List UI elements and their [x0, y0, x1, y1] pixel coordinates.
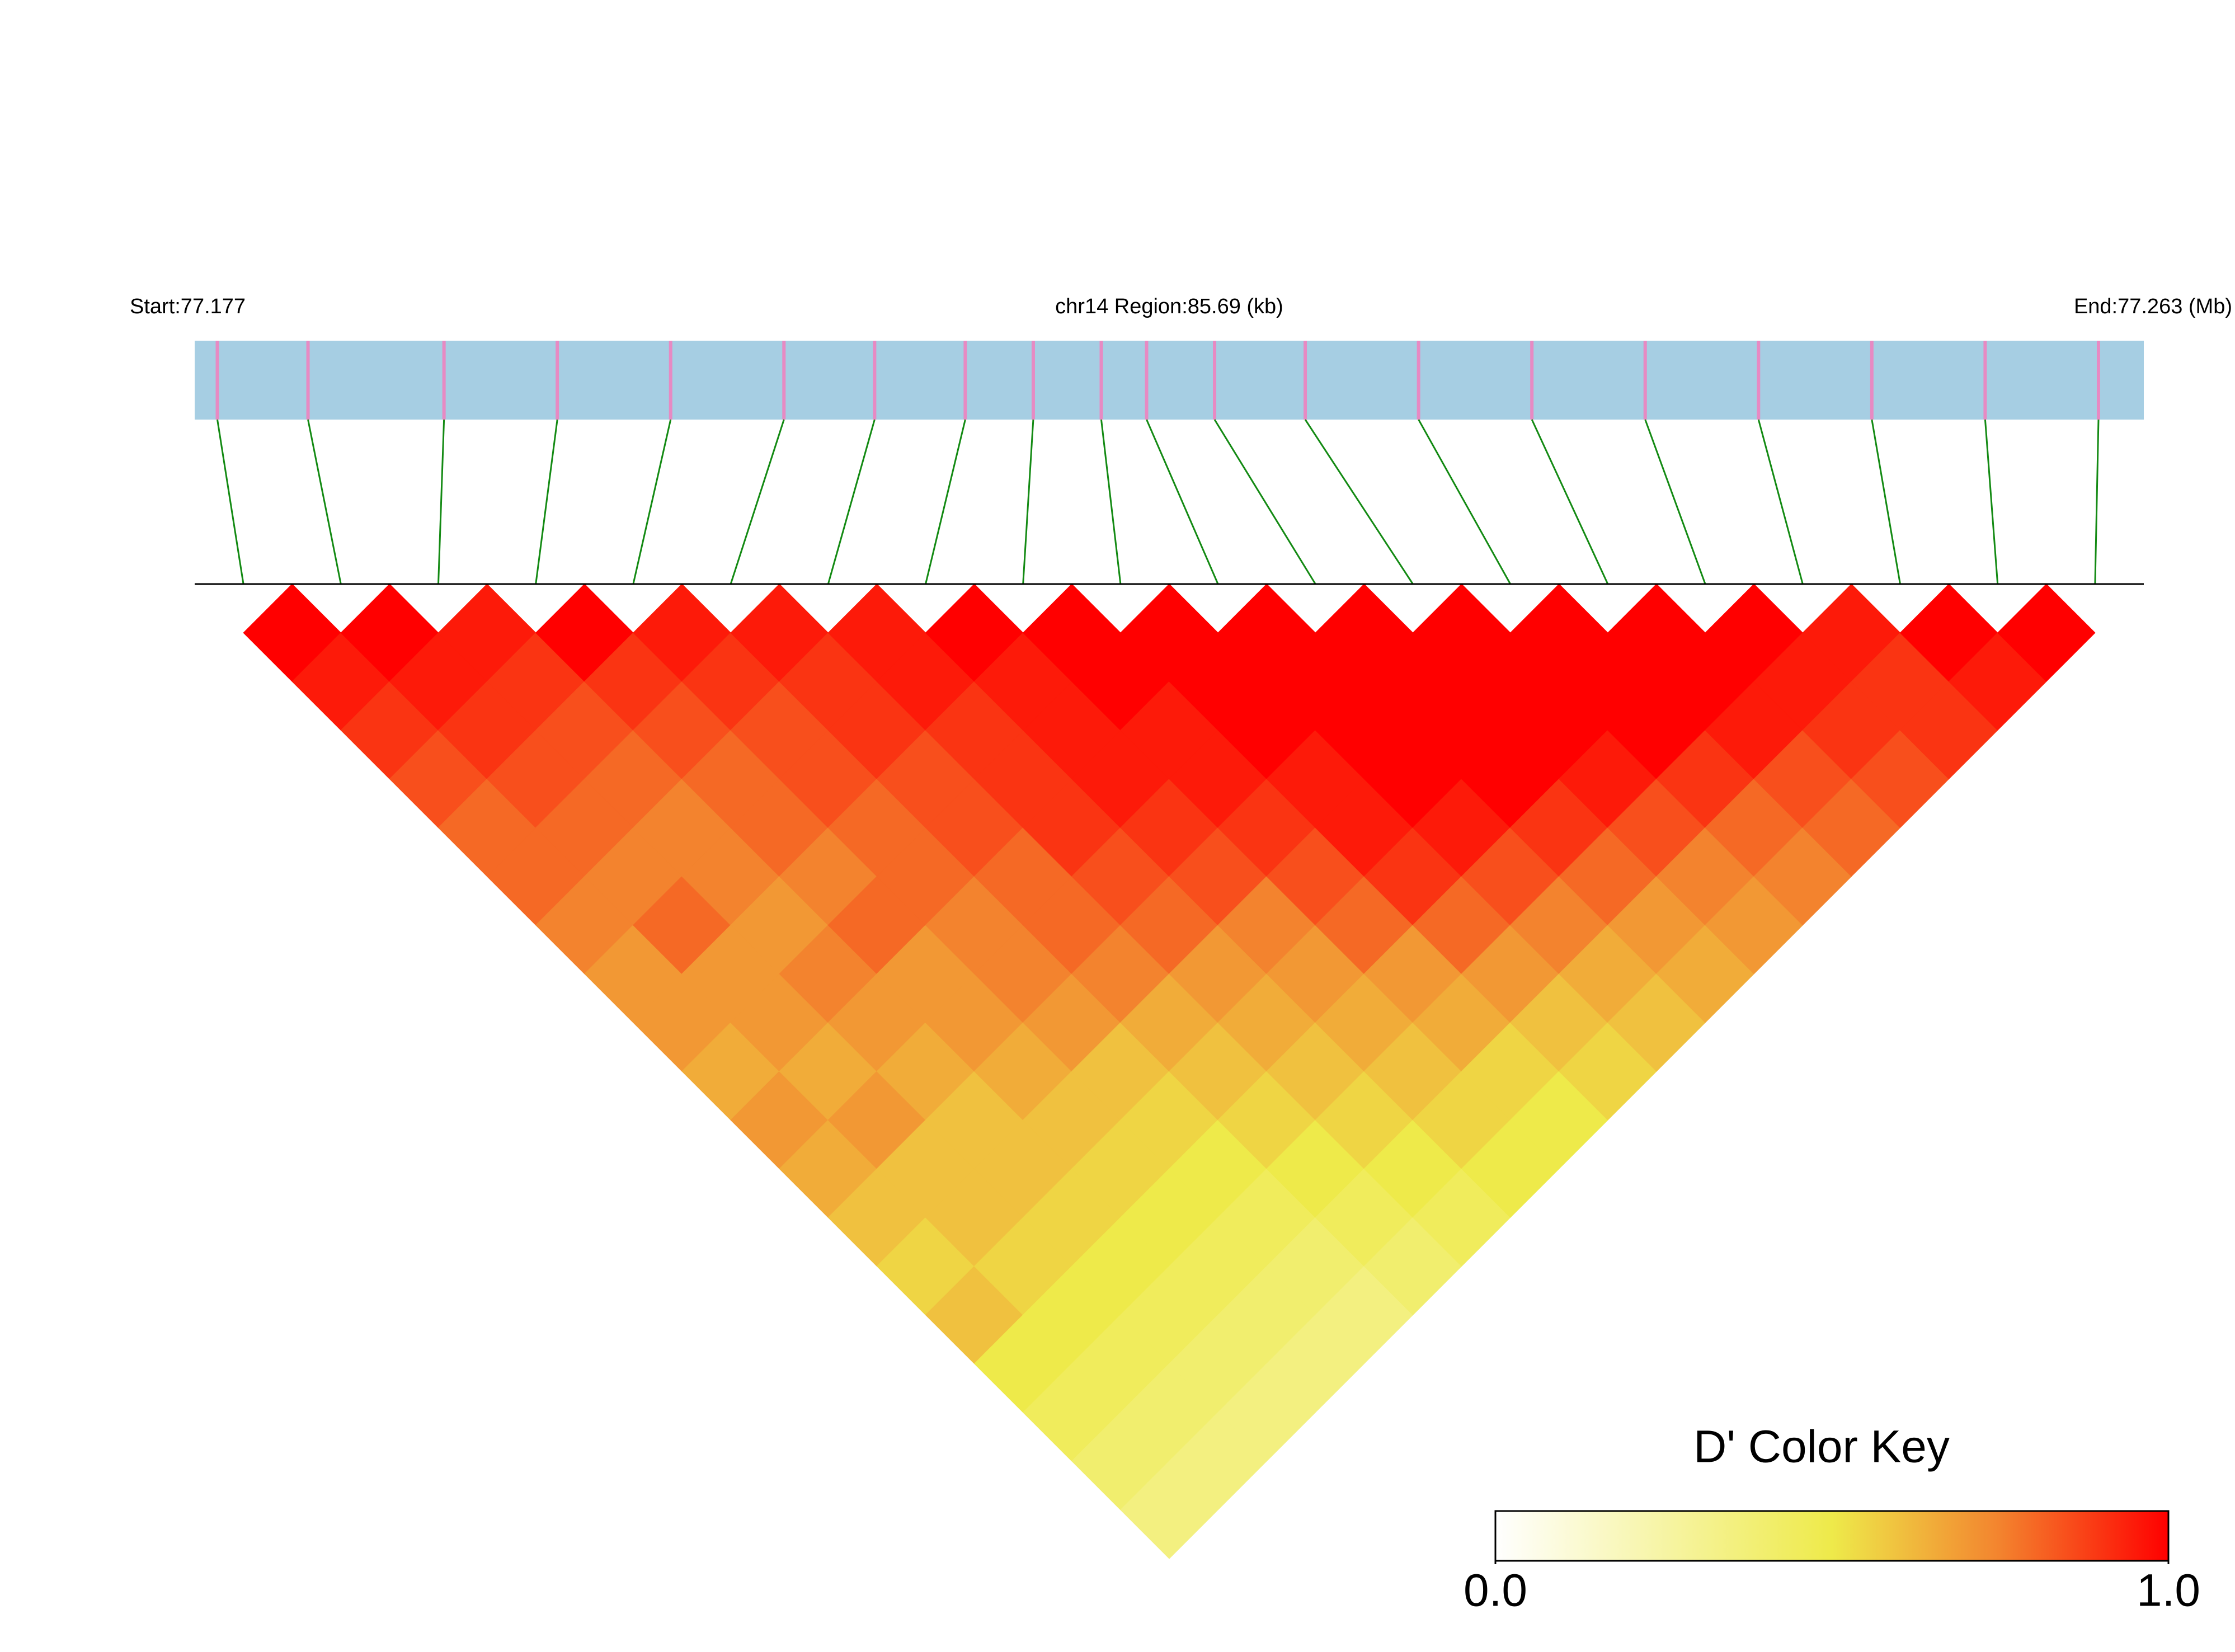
key-tick-label: 0.0: [1464, 1565, 1527, 1616]
snp-connector: [307, 419, 342, 585]
snp-connector: [217, 419, 244, 585]
snp-connector: [1984, 419, 1999, 585]
snp-connector: [827, 419, 876, 585]
color-key-bar: [1494, 1510, 2170, 1562]
key-tick-label: 1.0: [2137, 1565, 2200, 1616]
snp-connector: [1022, 419, 1034, 585]
snp-connector: [535, 419, 558, 585]
snp-track: [195, 341, 2144, 420]
snp-connector: [1871, 419, 1901, 585]
start-label: Start:77.177: [130, 295, 246, 318]
snp-connector: [1531, 419, 1609, 585]
snp-connector: [925, 419, 966, 585]
ld-cell: [1997, 583, 2096, 682]
color-key-title: D' Color Key: [1693, 1422, 1950, 1472]
end-label: End:77.263 (Mb): [2074, 295, 2232, 318]
snp-connector: [1100, 419, 1122, 585]
snp-connector: [2094, 419, 2100, 585]
snp-connector: [1304, 419, 1414, 585]
snp-connector: [1213, 419, 1316, 585]
snp-connector: [632, 419, 672, 585]
region-label: chr14 Region:85.69 (kb): [1055, 295, 1283, 318]
snp-connector: [1644, 419, 1706, 585]
snp-connector: [437, 419, 445, 585]
snp-connector: [1757, 419, 1804, 585]
snp-connector: [1146, 419, 1219, 585]
snp-connector: [1418, 419, 1512, 585]
snp-connector: [730, 419, 785, 585]
